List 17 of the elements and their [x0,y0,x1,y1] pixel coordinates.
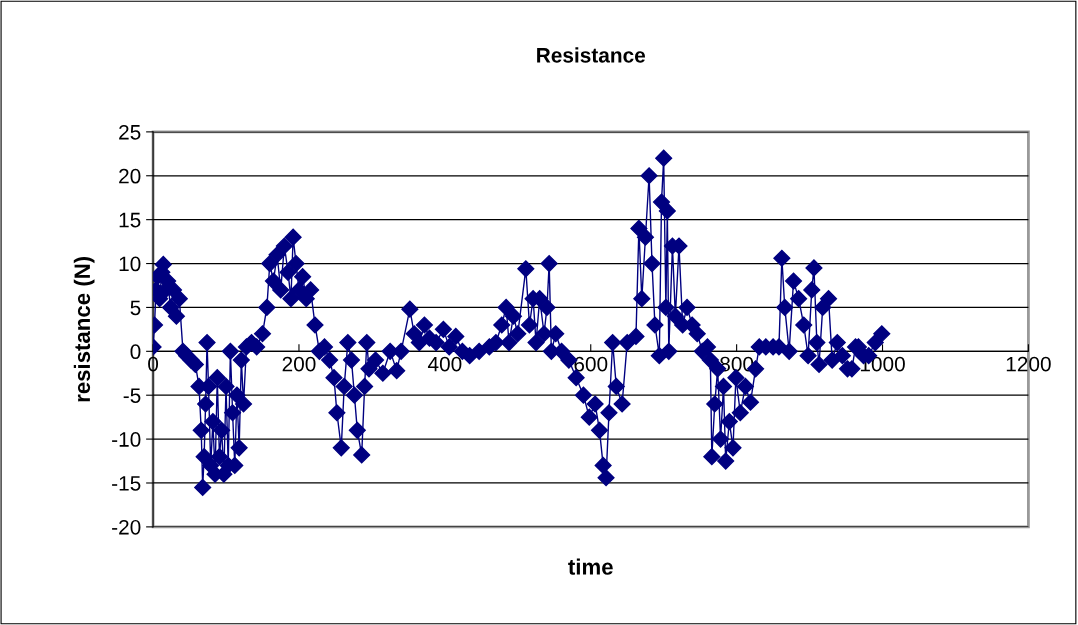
y-tick-label: 15 [119,212,141,228]
y-tick-label: -10 [112,432,141,447]
y-tick-label: 20 [119,168,141,184]
chart-title: Resistance [537,47,646,63]
y-tick-label: -15 [112,476,141,491]
y-tick-label: 25 [119,124,141,140]
y-tick-label: 10 [119,256,141,272]
x-axis-title: time [568,558,613,575]
x-tick-label: 200 [282,356,316,372]
x-tick-label: 600 [574,356,608,372]
y-axis-title: resistance (N) [73,256,95,402]
y-tick-label: -20 [112,519,141,535]
y-tick-label: -5 [123,388,141,403]
y-tick-label: 0 [130,344,141,360]
x-tick-label: 400 [427,356,462,372]
x-tick-label: 1200 [1006,356,1051,372]
y-tick-label: 5 [130,300,141,316]
